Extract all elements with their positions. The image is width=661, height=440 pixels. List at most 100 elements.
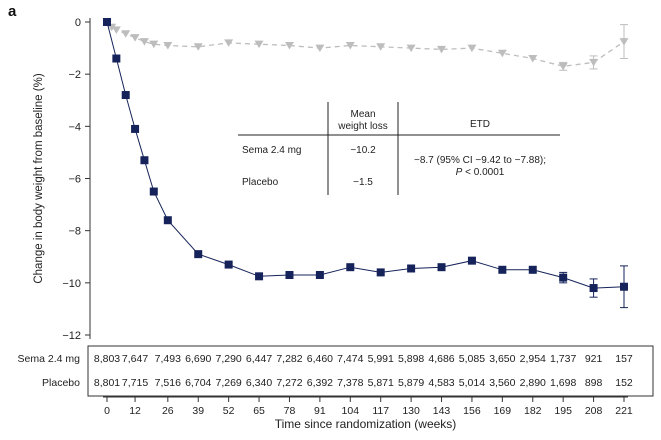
inset-row-label: Placebo bbox=[242, 177, 279, 188]
x-tick-label: 91 bbox=[314, 405, 326, 417]
inset-etd-pvalue: P < 0.0001 bbox=[456, 167, 505, 178]
data-point-placebo bbox=[467, 44, 477, 53]
y-tick-label: −6 bbox=[68, 174, 81, 186]
x-tick-label: 78 bbox=[284, 405, 296, 417]
inset-header-mean: weight loss bbox=[337, 121, 387, 132]
x-tick-label: 208 bbox=[585, 405, 603, 417]
data-point-placebo bbox=[284, 41, 294, 50]
x-tick-label: 169 bbox=[494, 405, 512, 417]
data-point-sema bbox=[163, 216, 172, 225]
at-risk-count: 7,474 bbox=[337, 353, 363, 365]
at-risk-count: 6,340 bbox=[246, 377, 272, 389]
data-point-placebo bbox=[619, 38, 629, 46]
data-point-sema bbox=[467, 256, 476, 265]
data-point-sema bbox=[121, 91, 130, 100]
at-risk-table: Sema 2.4 mg 8,803 7,647 7,493 6,690 7,290 6,44… bbox=[18, 345, 654, 397]
inset-row-mean: −10.2 bbox=[350, 145, 376, 156]
data-point-sema bbox=[620, 282, 628, 291]
at-risk-count: 6,392 bbox=[307, 377, 333, 389]
at-risk-count: 5,085 bbox=[459, 353, 485, 365]
y-tick-label: −4 bbox=[68, 121, 81, 133]
x-tick-label: 26 bbox=[162, 405, 174, 417]
y-tick-label: −10 bbox=[62, 278, 81, 290]
at-risk-count: 7,715 bbox=[122, 377, 148, 389]
data-point-sema bbox=[285, 271, 294, 280]
data-point-placebo bbox=[163, 41, 173, 50]
inset-header-mean: Mean bbox=[350, 109, 375, 120]
at-risk-count: 7,272 bbox=[276, 377, 302, 389]
data-point-sema bbox=[498, 265, 507, 274]
at-risk-count: 3,560 bbox=[489, 377, 515, 389]
data-point-placebo bbox=[130, 34, 140, 42]
at-risk-count: 6,690 bbox=[185, 353, 211, 365]
data-point-sema bbox=[315, 271, 324, 280]
series-layer bbox=[102, 18, 629, 309]
data-point-placebo bbox=[254, 40, 264, 49]
data-point-sema bbox=[224, 260, 233, 269]
y-axis-title: Change in body weight from baseline (%) bbox=[33, 73, 45, 283]
data-point-placebo bbox=[224, 39, 234, 47]
y-tick-label: −2 bbox=[68, 69, 81, 81]
data-point-sema bbox=[112, 54, 121, 63]
at-risk-count: 6,460 bbox=[307, 353, 333, 365]
data-point-sema bbox=[437, 263, 446, 272]
at-risk-label: Placebo bbox=[42, 377, 80, 389]
x-tick-label: 195 bbox=[554, 405, 572, 417]
x-tick-label: 221 bbox=[615, 405, 633, 417]
at-risk-count: 1,698 bbox=[550, 377, 576, 389]
data-point-sema bbox=[103, 18, 111, 26]
series-line-1 bbox=[106, 21, 625, 67]
x-tick-label: 65 bbox=[253, 405, 265, 417]
data-point-sema bbox=[528, 265, 537, 274]
at-risk-count: 7,282 bbox=[276, 353, 302, 365]
at-risk-count: 921 bbox=[585, 353, 603, 365]
data-point-placebo bbox=[558, 62, 568, 71]
data-point-sema bbox=[140, 156, 149, 165]
y-tick-label: −12 bbox=[62, 330, 81, 342]
data-point-placebo bbox=[589, 58, 599, 67]
at-risk-count: 7,516 bbox=[155, 377, 181, 389]
data-point-placebo bbox=[139, 38, 149, 46]
data-point-placebo bbox=[437, 45, 447, 54]
at-risk-count: 7,269 bbox=[216, 377, 242, 389]
at-risk-count: 5,991 bbox=[368, 353, 394, 365]
at-risk-count: 898 bbox=[585, 377, 603, 389]
data-point-placebo bbox=[345, 41, 355, 50]
at-risk-count: 5,014 bbox=[459, 377, 485, 389]
x-tick-label: 0 bbox=[104, 405, 110, 417]
x-tick-label: 156 bbox=[463, 405, 481, 417]
data-point-sema bbox=[131, 124, 140, 133]
p-value: < 0.0001 bbox=[462, 167, 504, 178]
at-risk-box bbox=[87, 345, 654, 397]
at-risk-count: 4,583 bbox=[428, 377, 454, 389]
at-risk-count: 5,879 bbox=[398, 377, 424, 389]
data-point-sema bbox=[194, 250, 203, 259]
data-point-placebo bbox=[121, 30, 131, 38]
at-risk-count: 5,871 bbox=[368, 377, 394, 389]
data-point-placebo bbox=[497, 49, 507, 58]
at-risk-count: 2,890 bbox=[520, 377, 546, 389]
x-tick-label: 39 bbox=[192, 405, 204, 417]
at-risk-count: 152 bbox=[615, 377, 633, 389]
data-point-sema bbox=[559, 273, 568, 282]
x-tick-label: 104 bbox=[342, 405, 360, 417]
x-tick-label: 130 bbox=[402, 405, 420, 417]
data-point-sema bbox=[255, 272, 264, 281]
p-symbol: P bbox=[456, 167, 463, 178]
series-line-0 bbox=[106, 21, 625, 289]
x-axis-title: Time since randomization (weeks) bbox=[275, 417, 457, 431]
at-risk-count: 6,447 bbox=[246, 353, 272, 365]
data-point-placebo bbox=[406, 44, 416, 53]
x-tick-label: 52 bbox=[223, 405, 235, 417]
x-tick-label: 117 bbox=[372, 405, 389, 417]
panel-label: a bbox=[8, 3, 17, 20]
at-risk-count: 1,737 bbox=[550, 353, 576, 365]
inset-row-mean: −1.5 bbox=[353, 177, 373, 188]
data-point-placebo bbox=[149, 40, 159, 49]
y-tick-label: 0 bbox=[75, 17, 81, 29]
data-point-placebo bbox=[376, 43, 386, 51]
at-risk-count: 4,686 bbox=[428, 353, 454, 365]
data-point-placebo bbox=[528, 55, 538, 63]
at-risk-count: 3,650 bbox=[489, 353, 515, 365]
